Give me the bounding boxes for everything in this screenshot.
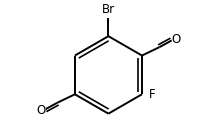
Text: O: O: [36, 104, 46, 117]
Text: Br: Br: [102, 3, 115, 16]
Text: F: F: [149, 89, 156, 101]
Text: O: O: [171, 33, 180, 46]
